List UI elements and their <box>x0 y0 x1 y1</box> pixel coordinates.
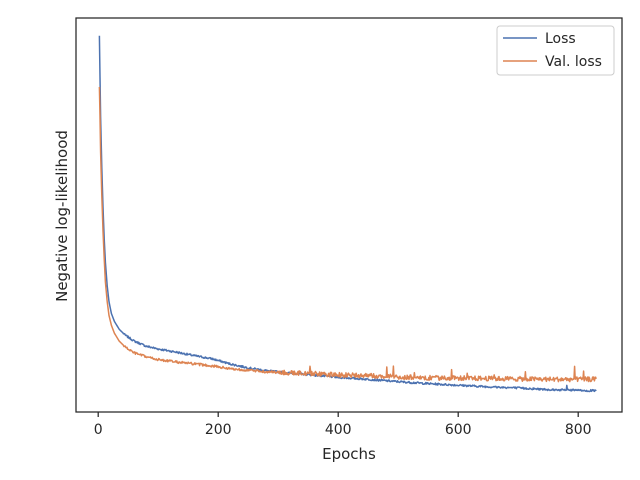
x-tick-label: 800 <box>565 422 592 438</box>
series-line-val-loss <box>98 86 597 383</box>
x-axis-label: Epochs <box>322 445 376 463</box>
x-tick-label: 0 <box>94 422 103 438</box>
series-line-loss <box>98 35 597 393</box>
x-tick-label: 400 <box>325 422 352 438</box>
plot-lines <box>98 35 597 393</box>
legend-label-val-loss: Val. loss <box>545 54 602 70</box>
y-axis-label: Negative log-likelihood <box>53 130 71 302</box>
legend: Loss Val. loss <box>496 25 615 76</box>
plot-frame <box>75 17 623 413</box>
x-axis-ticks: 0 200 400 600 800 <box>94 412 592 438</box>
x-tick-label: 200 <box>205 422 232 438</box>
x-tick-label: 600 <box>445 422 472 438</box>
legend-label-loss: Loss <box>545 31 576 47</box>
